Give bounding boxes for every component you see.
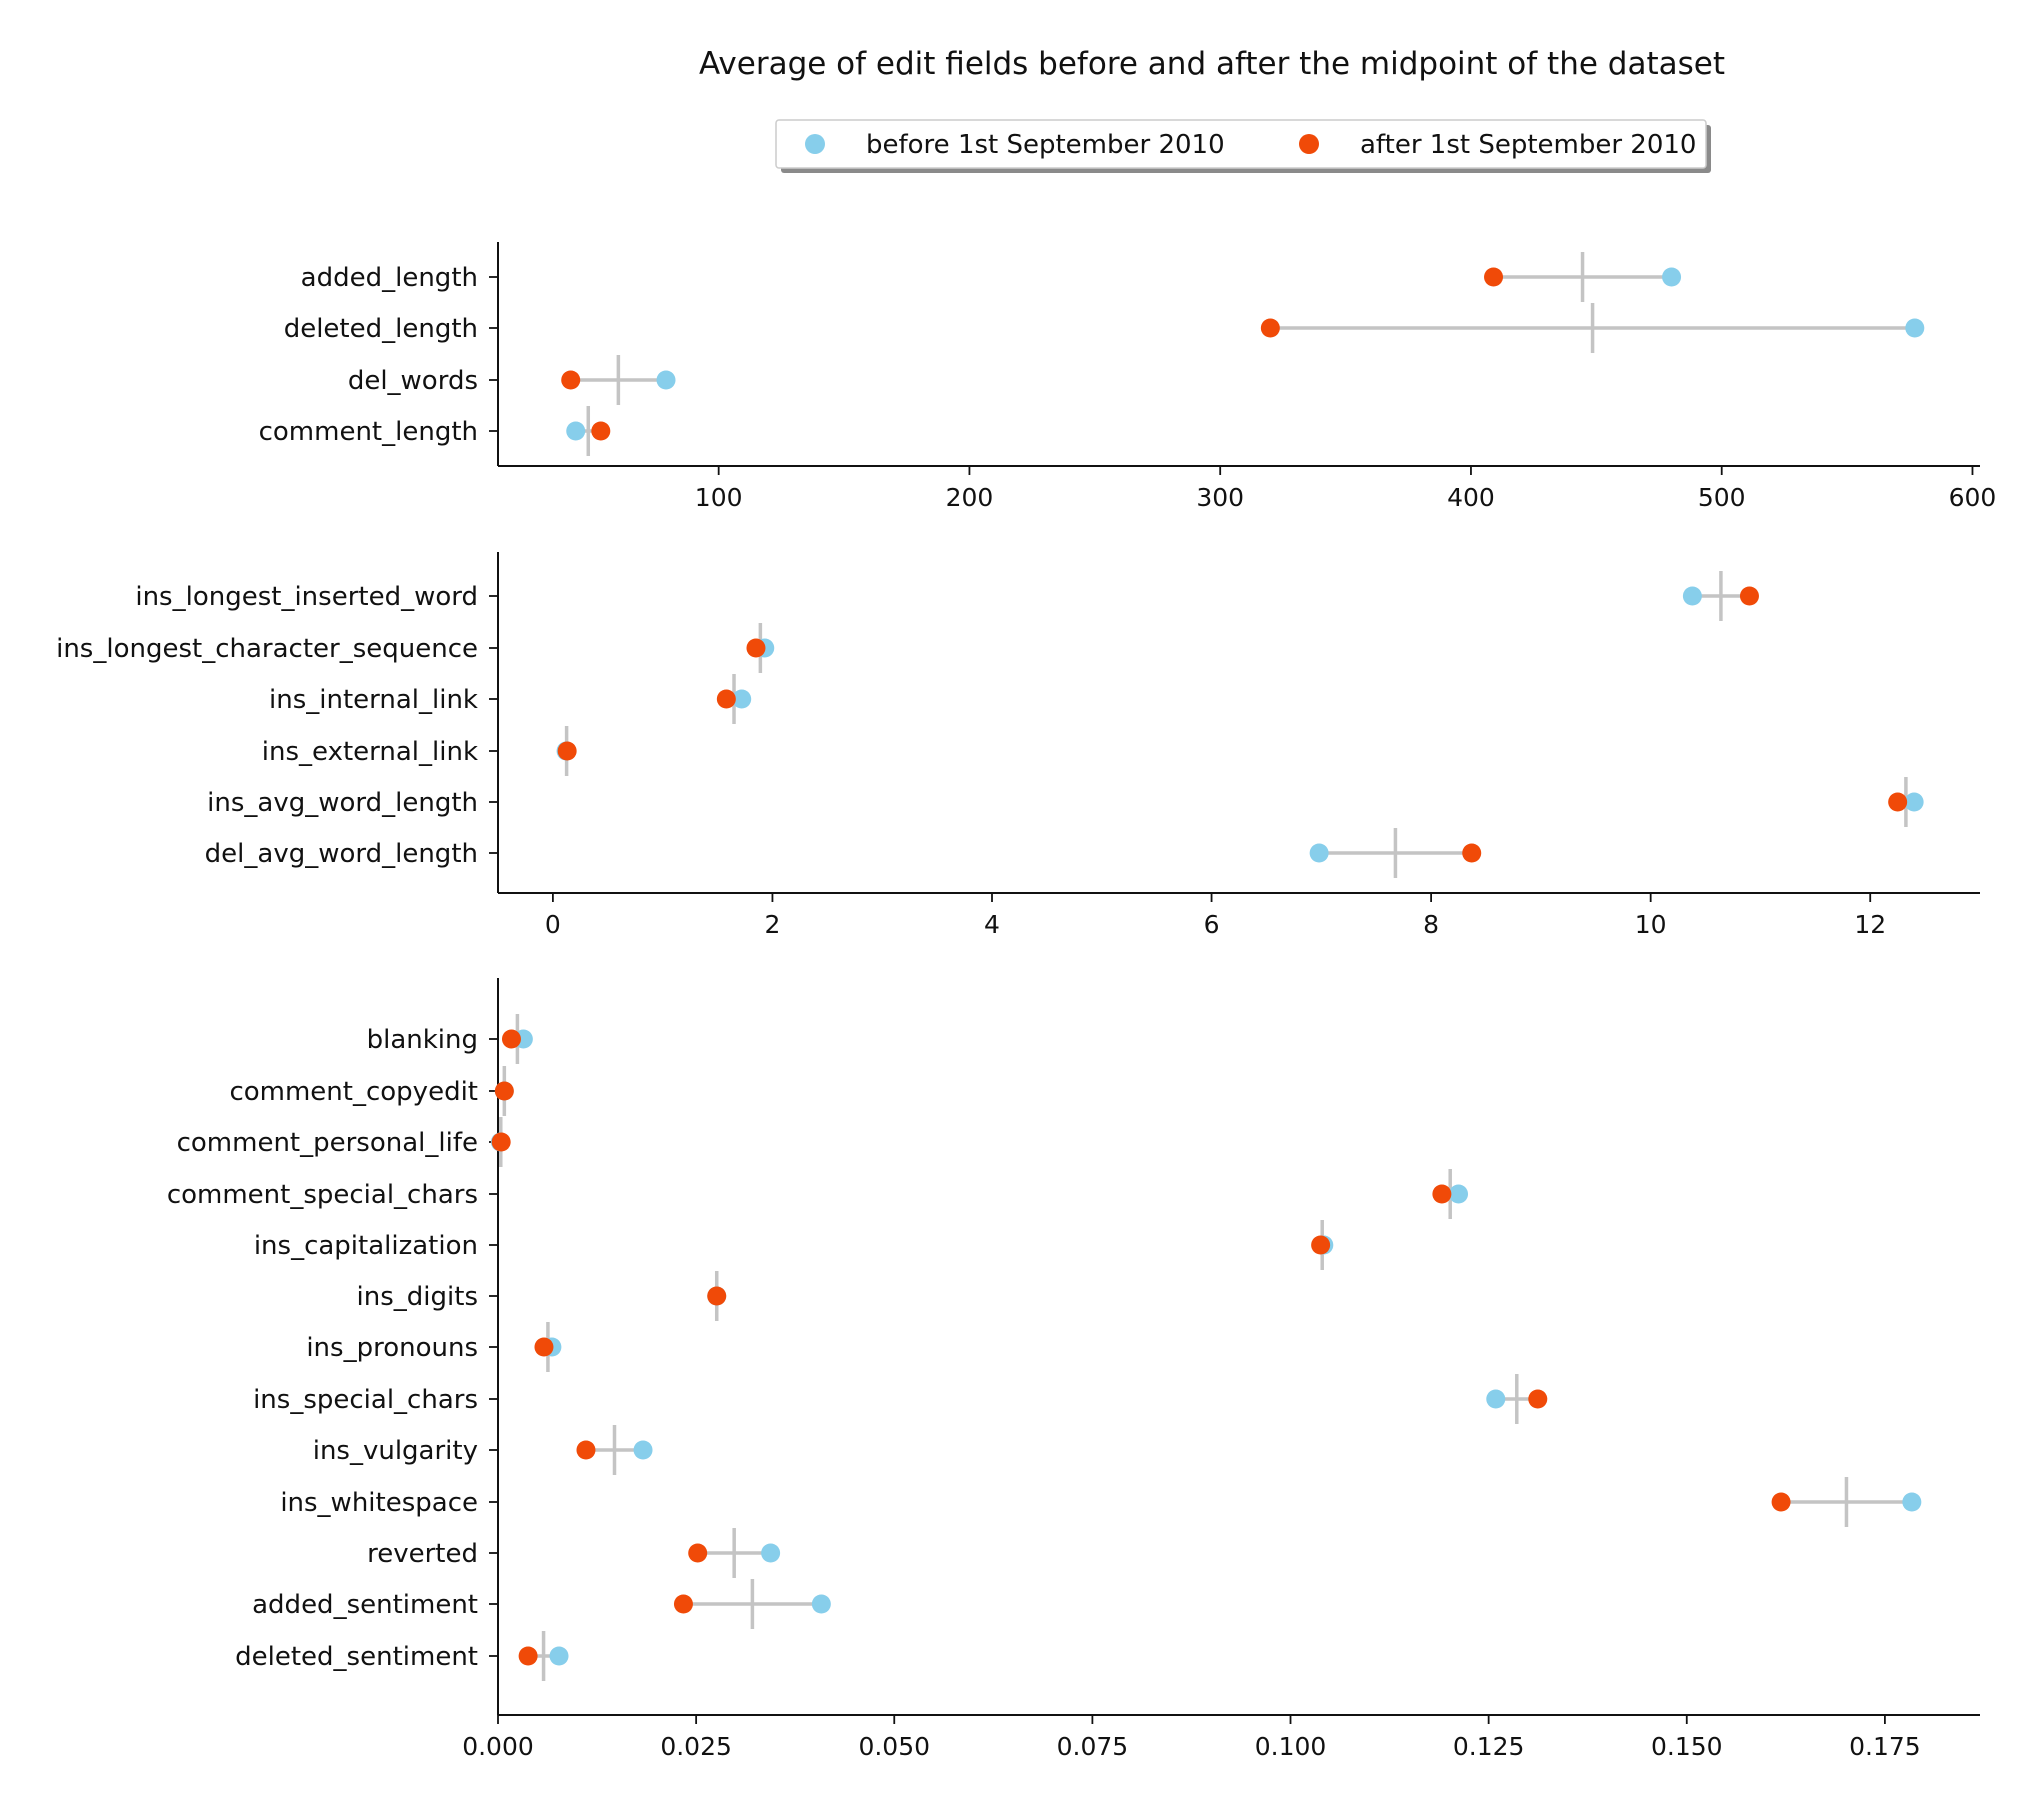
y-tick-label: ins_digits [357,1282,478,1312]
y-tick-label: ins_internal_link [269,685,478,715]
y-tick-label: reverted [367,1539,478,1569]
point-before [656,370,676,390]
x-tick-label: 100 [695,483,743,512]
y-tick-label: ins_special_chars [253,1385,478,1415]
point-after [1888,792,1908,812]
y-tick-label: del_words [348,366,478,396]
panel-ratios: 0.000 0.025 0.050 0.075 0.100 0.125 0.150 0.175… [167,978,1980,1761]
point-after [1260,318,1280,338]
y-tick-label: deleted_length [284,314,478,344]
y-tick-label: ins_pronouns [306,1333,478,1363]
point-after [561,370,581,390]
point-before [761,1543,781,1563]
x-tick-label: 300 [1196,483,1244,512]
point-before [1902,1492,1922,1512]
point-after [1739,586,1759,606]
legend-marker-before [805,134,825,154]
x-tick-label: 0.050 [858,1732,930,1761]
x-tick-label: 6 [1204,910,1220,939]
y-tick-label: blanking [367,1025,478,1055]
legend: before 1st September 2010 after 1st Sept… [775,119,1711,173]
point-before [549,1646,569,1666]
y-tick-label: ins_whitespace [280,1488,478,1518]
y-tick-label: added_length [301,263,478,293]
point-before [566,421,586,441]
point-after [534,1337,554,1357]
point-after [673,1594,693,1614]
point-before [1904,792,1924,812]
x-tick-label: 0.175 [1849,1732,1921,1761]
legend-label-before: before 1st September 2010 [866,130,1225,160]
y-tick-label: deleted_sentiment [235,1642,478,1672]
y-tick-label: comment_special_chars [167,1180,478,1210]
point-before [1309,843,1329,863]
point-after [1484,267,1504,287]
point-after [1528,1389,1548,1409]
x-tick-label: 0.075 [1057,1732,1129,1761]
point-before [811,1594,831,1614]
y-tick-label: ins_external_link [262,737,478,767]
point-before [1486,1389,1506,1409]
point-before [1682,586,1702,606]
x-tick-label: 2 [764,910,780,939]
point-after [688,1543,708,1563]
x-tick-label: 500 [1698,483,1746,512]
y-tick-label: comment_copyedit [229,1077,478,1107]
y-tick-label: ins_capitalization [254,1231,478,1261]
x-tick-label: 200 [946,483,994,512]
y-tick-label: comment_personal_life [177,1128,478,1158]
chart-title: Average of edit fields before and after … [699,46,1725,82]
point-after [1432,1184,1452,1204]
x-tick-label: 400 [1447,483,1495,512]
legend-label-after: after 1st September 2010 [1360,130,1696,160]
x-tick-label: 0.125 [1453,1732,1525,1761]
point-after [591,421,611,441]
point-after [557,741,577,761]
x-tick-label: 12 [1854,910,1886,939]
point-after [518,1646,538,1666]
point-after [716,689,736,709]
point-before [1905,318,1925,338]
legend-marker-after [1299,134,1319,154]
y-tick-label: ins_longest_inserted_word [135,582,478,612]
point-after [501,1029,521,1049]
point-after [707,1286,727,1306]
panel-lengths: 100 200 300 400 500 600 added_length deleted_le… [259,242,1997,512]
x-tick-label: 0.150 [1651,1732,1723,1761]
y-tick-label: added_sentiment [252,1590,478,1620]
point-after [491,1132,511,1152]
x-tick-label: 0.025 [660,1732,732,1761]
x-tick-label: 4 [984,910,1000,939]
point-before [633,1440,653,1460]
x-tick-label: 600 [1949,483,1997,512]
x-tick-label: 0 [545,910,561,939]
panel-word-stats: 0 2 4 6 8 10 12 ins_longest_inserted_word ins_lo… [56,552,1980,939]
point-after [1771,1492,1791,1512]
y-tick-label: ins_longest_character_sequence [56,634,478,664]
legend-box [775,119,1707,169]
point-after [1462,843,1482,863]
point-before [732,689,752,709]
x-tick-label: 10 [1635,910,1667,939]
x-tick-label: 0.000 [462,1732,534,1761]
y-tick-label: comment_length [259,417,478,447]
y-tick-label: del_avg_word_length [205,839,478,869]
y-tick-label: ins_avg_word_length [207,788,478,818]
point-after [494,1081,514,1101]
point-after [576,1440,596,1460]
x-tick-label: 0.100 [1255,1732,1327,1761]
point-before [1449,1184,1469,1204]
x-tick-label: 8 [1423,910,1439,939]
point-before [1662,267,1682,287]
y-tick-label: ins_vulgarity [313,1436,478,1466]
point-after [1311,1235,1331,1255]
point-after [746,638,766,658]
